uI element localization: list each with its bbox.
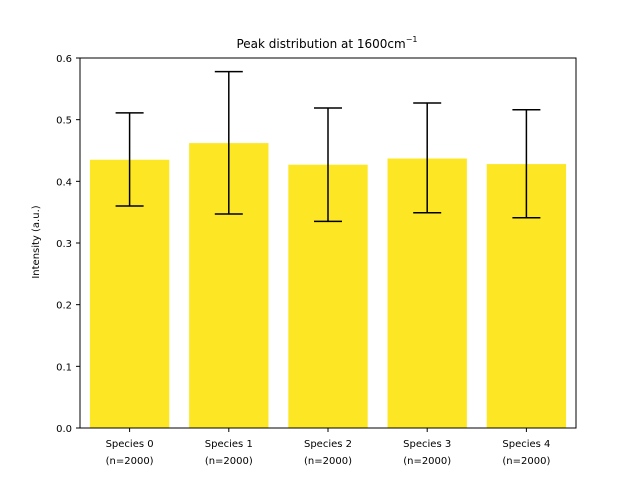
y-tick-label: 0.0 — [56, 424, 72, 435]
y-axis: 0.0 0.1 0.2 0.3 0.4 0.5 0.6 — [56, 54, 80, 435]
x-tick-label: Species 3 (n=2000) — [403, 439, 451, 467]
y-tick-label: 0.6 — [56, 54, 72, 65]
y-tick-label: 0.3 — [56, 239, 72, 250]
y-tick-label: 0.5 — [56, 116, 72, 127]
chart-title-main: Peak distribution at 1600cm — [236, 37, 405, 51]
chart-title: Peak distribution at 1600cm−1 — [236, 35, 417, 51]
y-tick-label: 0.1 — [56, 362, 72, 373]
error-bars-layer — [115, 70, 541, 223]
y-tick-label: 0.4 — [56, 177, 72, 188]
x-tick-label: Species 1 (n=2000) — [205, 439, 253, 467]
x-axis: Species 0 (n=2000) Species 1 (n=2000) Specie… — [106, 428, 550, 467]
y-axis-label: Intensity (a.u.) — [31, 205, 42, 278]
chart-title-superscript: −1 — [406, 35, 418, 44]
x-tick-label: Species 2 (n=2000) — [304, 439, 352, 467]
x-tick-label: Species 4 (n=2000) — [502, 439, 550, 467]
x-tick-label: Species 0 (n=2000) — [106, 439, 154, 467]
y-tick-label: 0.2 — [56, 301, 72, 312]
